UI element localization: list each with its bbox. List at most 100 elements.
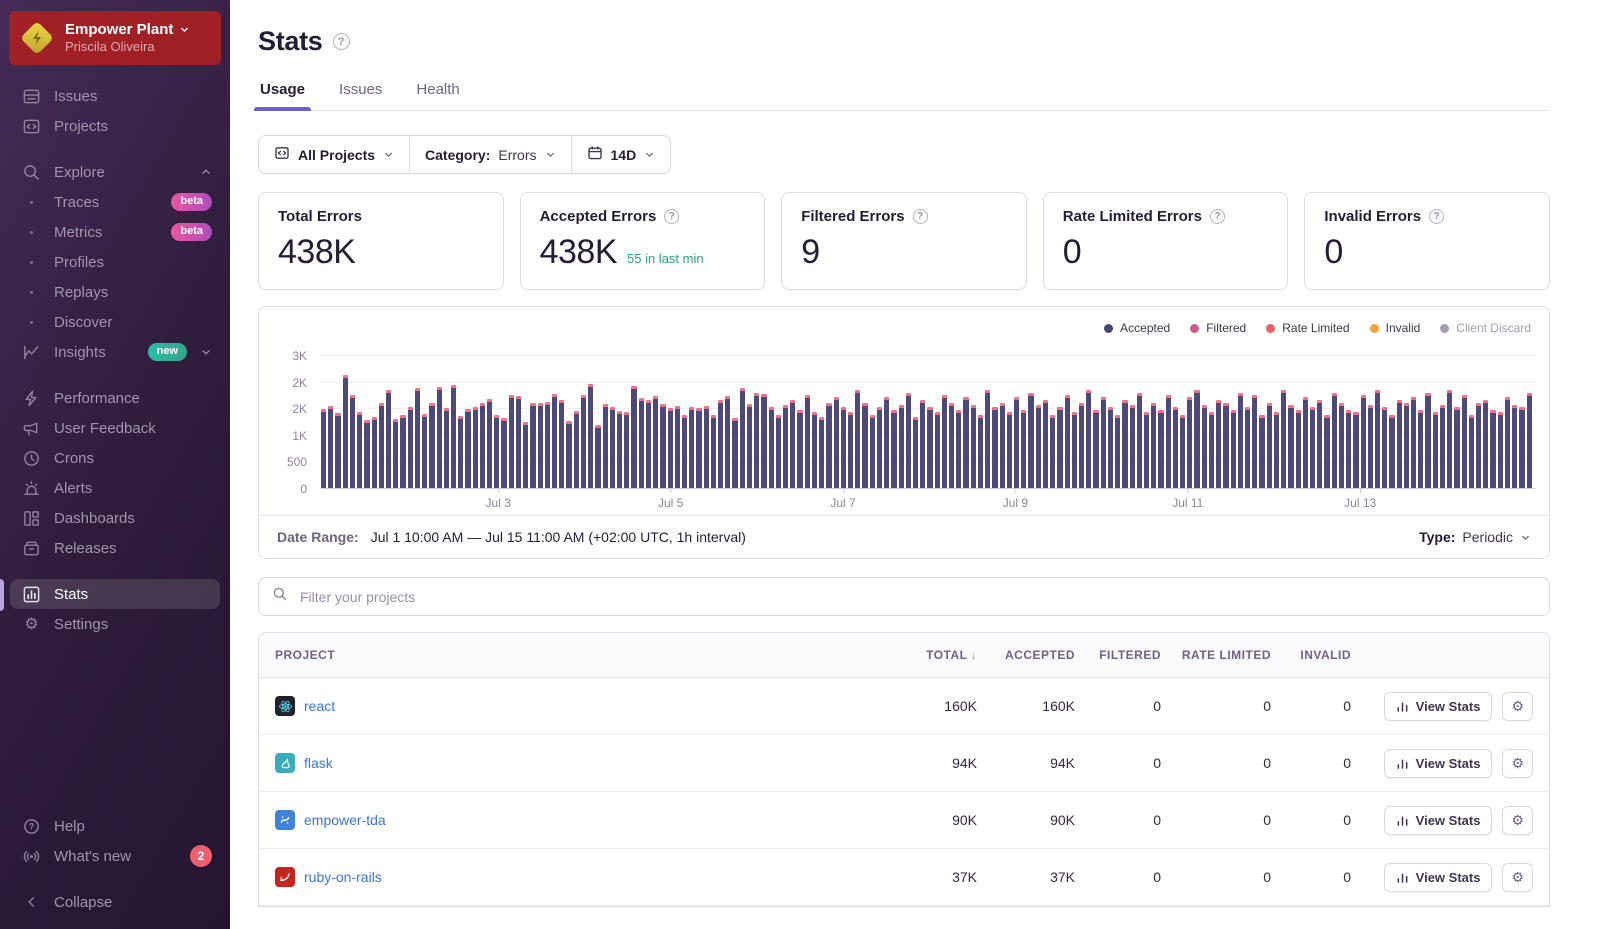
project-link[interactable]: react [304,698,335,714]
view-stats-button[interactable]: View Stats [1384,692,1493,721]
chart-bar [1267,403,1272,488]
view-stats-button[interactable]: View Stats [1384,806,1493,835]
legend-invalid[interactable]: Invalid [1370,321,1421,335]
sidebar-item-whats-new[interactable]: What's new 2 [0,841,230,871]
x-tick-label: Jul 3 [486,496,511,510]
chart-bar [364,420,369,488]
sidebar-item-insights[interactable]: Insights new [0,337,230,367]
sidebar-item-settings[interactable]: ⚙ Settings [0,609,230,639]
project-filter-dropdown[interactable]: All Projects [259,136,409,173]
project-settings-button[interactable]: ⚙ [1502,692,1533,721]
project-settings-button[interactable]: ⚙ [1502,806,1533,835]
tab-bar: Usage Issues Health [258,81,1550,111]
card-help-icon[interactable]: ? [1429,209,1444,224]
chart-bar [732,418,737,488]
project-search-input[interactable] [298,588,1536,606]
sidebar-item-crons[interactable]: Crons [0,443,230,473]
sidebar-item-label: Help [54,818,85,835]
cell-invalid: 0 [1271,812,1351,828]
y-tick-label: 2K [292,376,307,390]
sidebar-item-traces[interactable]: Traces beta [0,187,230,217]
chart-bar [675,406,680,488]
org-logo-icon [19,20,55,56]
chart-bar [400,415,405,488]
chart-bar [754,393,759,488]
sidebar-item-projects[interactable]: Projects [0,111,230,141]
column-rate-limited[interactable]: RATE LIMITED [1161,648,1271,662]
chart-bar [1382,407,1387,488]
cell-accepted: 94K [977,755,1075,771]
sidebar-item-stats[interactable]: Stats [10,579,220,609]
sidebar-item-label: Replays [54,284,108,301]
sidebar-item-dashboards[interactable]: Dashboards [0,503,230,533]
project-link[interactable]: empower-tda [304,812,386,828]
view-stats-button[interactable]: View Stats [1384,863,1493,892]
sidebar-item-replays[interactable]: Replays [0,277,230,307]
card-help-icon[interactable]: ? [913,209,928,224]
chart-bar [834,397,839,488]
legend-rate-limited[interactable]: Rate Limited [1266,321,1349,335]
sidebar-item-label: Stats [54,586,88,603]
tab-health[interactable]: Health [414,81,461,110]
legend-accepted[interactable]: Accepted [1104,321,1170,335]
table-row: react 160K 160K 0 0 0 View Stats ⚙ [259,678,1549,735]
date-range-text: Jul 1 10:00 AM — Jul 15 11:00 AM (+02:00… [371,529,746,545]
project-link[interactable]: flask [304,755,333,771]
sidebar-item-issues[interactable]: Issues [0,81,230,111]
card-help-icon[interactable]: ? [1210,209,1225,224]
sidebar-item-profiles[interactable]: Profiles [0,247,230,277]
view-stats-button[interactable]: View Stats [1384,749,1493,778]
tab-usage[interactable]: Usage [258,81,307,110]
card-help-icon[interactable]: ? [664,209,679,224]
legend-dot [1190,324,1199,333]
sidebar-item-alerts[interactable]: Alerts [0,473,230,503]
sidebar-item-explore[interactable]: Explore [0,157,230,187]
calendar-icon [587,145,603,164]
chart-bar [335,413,340,488]
column-invalid[interactable]: INVALID [1271,648,1351,662]
project-link[interactable]: ruby-on-rails [304,869,382,885]
column-total[interactable]: TOTAL↓ [877,648,977,662]
beta-badge: beta [171,193,212,210]
column-filtered[interactable]: FILTERED [1075,648,1161,662]
sidebar-item-label: Traces [54,194,99,211]
sidebar-item-releases[interactable]: Releases [0,533,230,563]
org-user: Priscila Oliveira [65,39,190,55]
chart-bar [668,408,673,488]
column-accepted[interactable]: ACCEPTED [977,648,1075,662]
tab-issues[interactable]: Issues [337,81,384,110]
legend-client-discard[interactable]: Client Discard [1440,321,1531,335]
sidebar-item-user-feedback[interactable]: User Feedback [0,413,230,443]
column-project[interactable]: PROJECT [275,648,877,662]
sidebar-item-metrics[interactable]: Metrics beta [0,217,230,247]
org-switcher[interactable]: Empower Plant Priscila Oliveira [9,11,221,65]
chart-bars[interactable] [321,343,1535,488]
chart-bar [1173,407,1178,488]
page-help-icon[interactable]: ? [333,33,350,50]
sidebar-item-performance[interactable]: Performance [0,383,230,413]
chart-type-dropdown[interactable]: Type: Periodic [1419,529,1531,545]
cell-total: 37K [877,869,977,885]
chart-bar [747,404,752,488]
stats-icon [22,585,41,604]
sidebar-item-help[interactable]: ? Help [0,811,230,841]
legend-filtered[interactable]: Filtered [1190,321,1246,335]
category-filter-dropdown[interactable]: Category: Errors [409,136,570,173]
chart-bar [516,396,521,488]
sidebar-item-discover[interactable]: Discover [0,307,230,337]
dashboards-icon [22,509,41,528]
cell-accepted: 160K [977,698,1075,714]
new-badge: new [148,343,187,360]
x-tick-label: Jul 7 [830,496,855,510]
chart-footer: Date Range: Jul 1 10:00 AM — Jul 15 11:0… [259,515,1549,558]
project-settings-button[interactable]: ⚙ [1502,749,1533,778]
project-settings-button[interactable]: ⚙ [1502,863,1533,892]
cell-invalid: 0 [1271,698,1351,714]
chart-bar [631,386,636,488]
y-tick-label: 1K [292,429,307,443]
project-search [258,577,1550,616]
date-range-dropdown[interactable]: 14D [571,136,671,173]
sidebar-collapse-button[interactable]: Collapse [0,887,230,917]
chart-bar [1259,415,1264,488]
chart-bar [1115,415,1120,488]
